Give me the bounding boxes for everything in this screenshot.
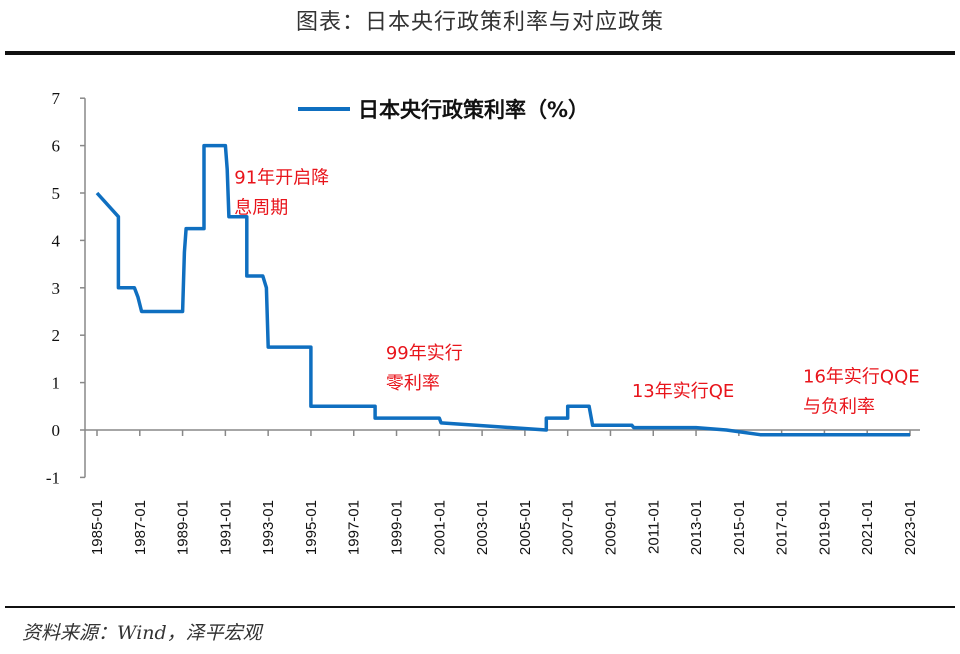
annotation-text: 13年实行QE	[632, 381, 734, 402]
x-tick-label: 1987-01	[132, 500, 149, 555]
legend: 日本央行政策利率（%）	[298, 98, 589, 122]
x-tick-label: 2023-01	[902, 500, 919, 555]
x-tick-label: 1989-01	[175, 500, 192, 555]
x-tick-label: 2021-01	[859, 500, 876, 555]
series-line	[95, 143, 910, 437]
annotation-text: 零利率	[386, 373, 440, 394]
x-tick-label: 2011-01	[645, 500, 662, 554]
x-tick-label: 1999-01	[389, 500, 406, 555]
x-tick-label: 2007-01	[560, 500, 577, 555]
annotation-text: 息周期	[234, 198, 288, 219]
x-tick-label: 1985-01	[89, 500, 106, 555]
y-tick-label: 7	[52, 89, 61, 108]
y-tick-label: 3	[52, 279, 61, 298]
chart-title: 图表：日本央行政策利率与对应政策	[295, 10, 664, 35]
legend-label: 日本央行政策利率（%）	[358, 98, 589, 122]
y-tick-label: -1	[46, 468, 60, 487]
y-tick-label: 5	[52, 184, 61, 203]
annotation-text: 99年实行	[386, 343, 463, 364]
annotation-text: 91年开启降	[234, 168, 329, 189]
x-tick-label: 2009-01	[602, 500, 619, 555]
y-tick-label: 1	[52, 374, 61, 393]
x-tick-label: 2019-01	[816, 500, 833, 555]
top-rule	[5, 51, 955, 55]
annotation-text: 与负利率	[803, 397, 875, 418]
x-tick-label: 2015-01	[731, 500, 748, 555]
bottom-rule	[5, 606, 955, 608]
x-tick-label: 2005-01	[517, 500, 534, 555]
y-tick-label: 2	[52, 326, 61, 345]
x-tick-label: 1991-01	[217, 500, 234, 555]
source-note: 资料来源：Wind，泽平宏观	[22, 622, 262, 644]
y-tick-label: 6	[52, 137, 61, 156]
annotation-text: 16年实行QQE	[803, 367, 920, 388]
x-tick-label: 1997-01	[346, 500, 363, 555]
x-tick-label: 1993-01	[260, 500, 277, 555]
x-tick-label: 2003-01	[474, 500, 491, 555]
x-tick-label: 1995-01	[303, 500, 320, 555]
y-tick-label: 0	[52, 421, 61, 440]
y-tick-label: 4	[52, 231, 61, 250]
x-tick-label: 2017-01	[774, 500, 791, 555]
x-tick-label: 2001-01	[431, 500, 448, 555]
x-tick-label: 2013-01	[688, 500, 705, 555]
